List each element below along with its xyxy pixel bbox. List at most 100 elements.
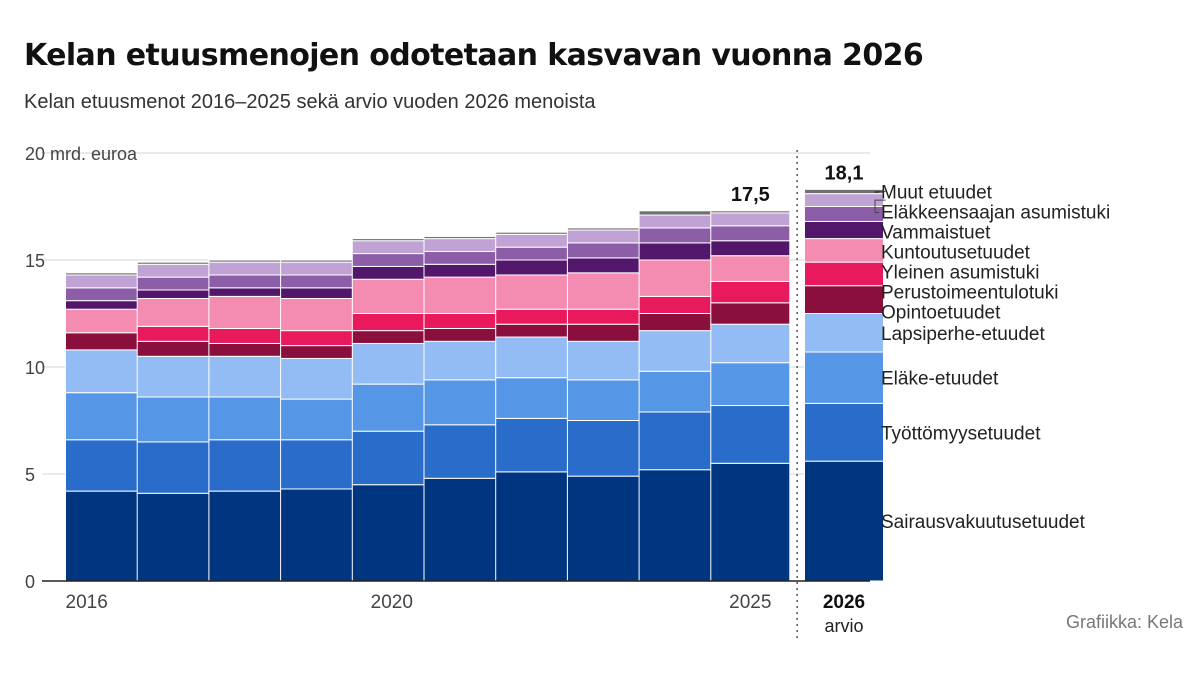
bar-segment xyxy=(280,259,361,263)
bar-segment xyxy=(65,349,145,394)
bar-segment xyxy=(495,323,576,338)
legend: Sairausvakuutusetuudet Työttömyysetuudet E… xyxy=(874,183,1110,533)
bar-segment xyxy=(710,462,791,582)
bar-segment xyxy=(804,206,884,222)
bar-segment xyxy=(208,287,289,297)
legend-connector xyxy=(874,199,886,214)
x-tick-label: 2016 xyxy=(66,592,108,613)
bar-segment xyxy=(495,231,576,235)
bar-segment xyxy=(495,246,576,261)
y-tick-label: 10 xyxy=(25,358,45,378)
bar-segment xyxy=(136,261,217,265)
bar-segment xyxy=(351,278,432,315)
bar-segment xyxy=(710,212,791,227)
bar-segment xyxy=(280,439,361,490)
bar-segment xyxy=(495,233,576,248)
bar-segment xyxy=(804,193,884,208)
y-tick-label: 20 mrd. euroa xyxy=(25,144,138,164)
legend-label: Muut etuudet xyxy=(881,183,993,204)
bar-segment xyxy=(280,261,361,276)
bar-segment xyxy=(208,490,289,582)
bar-segment xyxy=(65,287,145,302)
bar-segment xyxy=(638,469,719,582)
bar-segment xyxy=(423,477,504,582)
bar-stack-2022 xyxy=(495,231,576,582)
x-tick-label: 2020 xyxy=(371,592,413,613)
bar-segment xyxy=(710,280,791,304)
bar-segment xyxy=(280,330,361,347)
bar-segment xyxy=(710,323,791,364)
bar-segment xyxy=(566,308,647,325)
total-labels: 17,5 18,1 xyxy=(731,162,864,205)
bar-segment xyxy=(710,362,791,407)
bar-segment xyxy=(208,439,289,492)
bar-segment xyxy=(423,276,504,314)
bar-segment xyxy=(804,313,884,353)
bar-stack-2016 xyxy=(65,272,145,582)
bar-segment xyxy=(280,298,361,332)
bar-segment xyxy=(710,405,791,464)
legend-label: Vammaistuet xyxy=(881,223,991,244)
bar-segment xyxy=(280,398,361,441)
bar-segment xyxy=(351,342,432,385)
bar-segment xyxy=(638,411,719,471)
bar-segment xyxy=(638,214,719,229)
bar-segment xyxy=(638,295,719,315)
bar-stack-2017 xyxy=(136,261,217,582)
bar-stack-2019 xyxy=(280,259,361,582)
total-label: 18,1 xyxy=(825,162,864,184)
bar-segment xyxy=(208,396,289,441)
y-tick-label: 0 xyxy=(25,572,35,592)
bar-segment xyxy=(638,313,719,332)
bar-segment xyxy=(351,238,432,242)
bar-segment xyxy=(638,210,719,216)
bar-segment xyxy=(65,490,145,582)
x-tick-label: 2026 xyxy=(823,592,865,613)
bar-segment xyxy=(638,330,719,372)
bar-segment xyxy=(804,460,884,582)
bar-segment xyxy=(804,261,884,287)
x-tick-sublabel: arvio xyxy=(824,616,863,636)
bar-stack-2018 xyxy=(208,259,289,582)
bar-segment xyxy=(495,471,576,582)
bar-segment xyxy=(208,274,289,289)
bar-segment xyxy=(638,242,719,261)
bar-segment xyxy=(351,484,432,582)
bar-segment xyxy=(566,229,647,244)
bar-segment xyxy=(351,383,432,432)
bar-segment xyxy=(65,439,145,492)
legend-label: Työttömyysetuudet xyxy=(881,423,1041,444)
bar-segment xyxy=(351,313,432,332)
bar-segment xyxy=(566,420,647,477)
bar-segment xyxy=(136,340,217,357)
bar-stack-2025 xyxy=(710,210,791,582)
bar-segment xyxy=(65,272,145,276)
bar-stack-2024 xyxy=(638,210,719,582)
bar-segment xyxy=(423,235,504,240)
bar-segment xyxy=(566,272,647,310)
bar-segment xyxy=(423,250,504,265)
bar-segment xyxy=(804,220,884,240)
bar-segment xyxy=(423,238,504,252)
bar-segment xyxy=(136,355,217,398)
bar-segment xyxy=(208,355,289,398)
bar-segment xyxy=(208,295,289,329)
x-tick-label: 2025 xyxy=(729,592,771,613)
credit-text: Grafiikka: Kela xyxy=(1065,612,1183,632)
bar-segment xyxy=(208,327,289,344)
legend-label: Yleinen asumistuki xyxy=(881,263,1039,284)
bar-stack-2021 xyxy=(423,235,504,582)
bar-segment xyxy=(804,285,884,314)
bar-stack-2023 xyxy=(566,227,647,582)
bar-segment xyxy=(495,259,576,276)
bar-segment xyxy=(136,263,217,278)
bar-segment xyxy=(351,265,432,280)
bar-segment xyxy=(566,242,647,259)
bar-segment xyxy=(65,392,145,441)
bar-segment xyxy=(423,424,504,479)
legend-label: Perustoimeentulotuki xyxy=(881,283,1058,304)
bar-segment xyxy=(423,379,504,426)
total-label: 17,5 xyxy=(731,184,770,206)
bar-segment xyxy=(710,302,791,325)
